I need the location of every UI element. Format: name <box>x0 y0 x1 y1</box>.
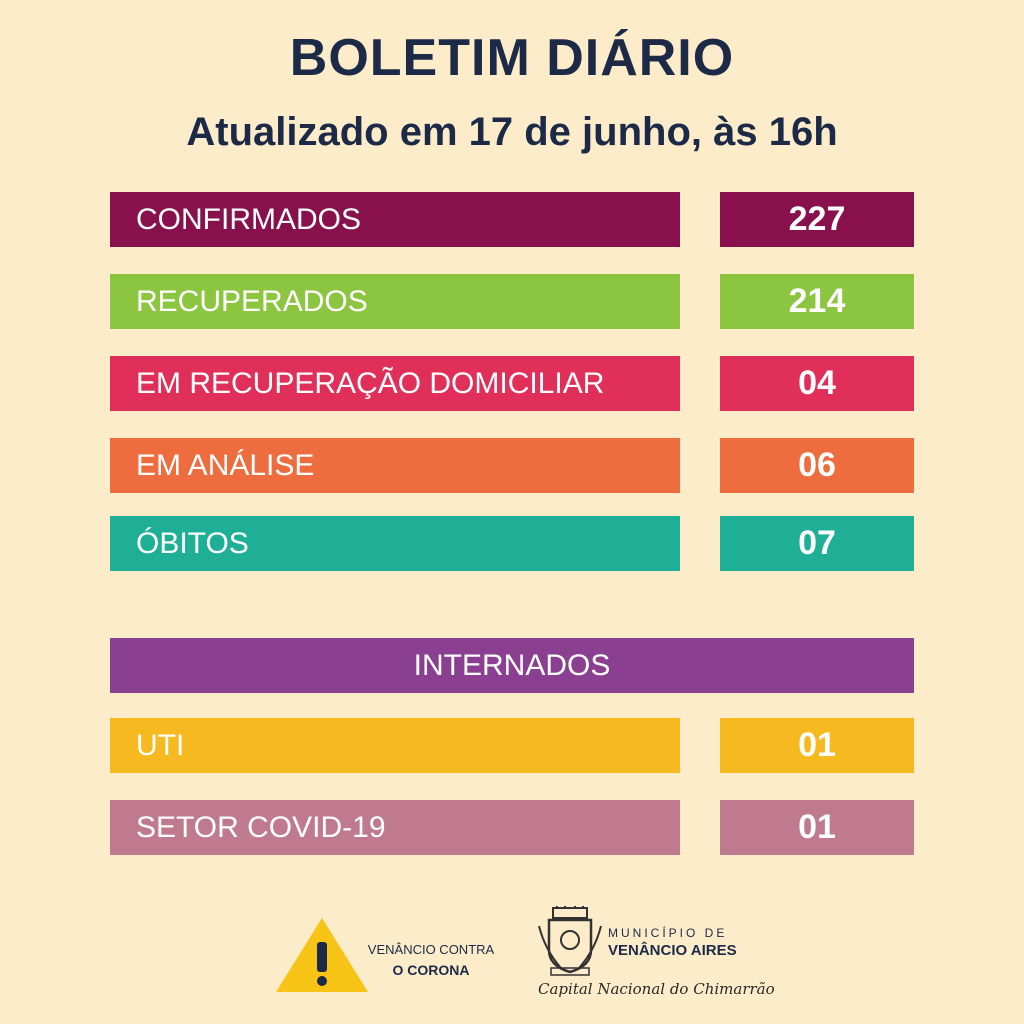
municipal-crest-icon <box>538 906 602 976</box>
stat-value-covid-ward: 01 <box>720 800 914 855</box>
municipality-name: VENÂNCIO AIRES <box>608 942 737 959</box>
stat-value-deaths: 07 <box>720 516 914 571</box>
campaign-line2: O CORONA <box>392 962 470 978</box>
stat-value-text: 06 <box>798 446 836 484</box>
stat-value-text: 227 <box>788 200 846 238</box>
stat-label-text: EM RECUPERAÇÃO DOMICILIAR <box>136 366 605 400</box>
stat-value-icu: 01 <box>720 718 914 773</box>
stat-label-recovered: RECUPERADOS <box>110 274 680 329</box>
stat-value-home-recovery: 04 <box>720 356 914 411</box>
stat-value-text: 04 <box>798 364 836 402</box>
stat-value-text: 01 <box>798 726 836 764</box>
page-title: BOLETIM DIÁRIO <box>289 29 735 87</box>
hospitalized-header: INTERNADOS <box>110 638 914 693</box>
municipality-label: MUNICÍPIO DE <box>608 926 728 940</box>
campaign-text: VENÂNCIO CONTRA O CORONA <box>356 940 506 980</box>
warning-icon <box>276 918 368 992</box>
stat-label-covid-ward: SETOR COVID-19 <box>110 800 680 855</box>
stat-value-text: 01 <box>798 808 836 846</box>
stat-value-recovered: 214 <box>720 274 914 329</box>
stat-value-text: 07 <box>798 524 836 562</box>
stat-value-under-analysis: 06 <box>720 438 914 493</box>
campaign-line1: VENÂNCIO CONTRA <box>367 942 495 957</box>
stat-label-text: UTI <box>136 728 185 762</box>
page-subtitle: Atualizado em 17 de junho, às 16h <box>186 110 838 154</box>
tagline: Capital Nacional do Chimarrão <box>538 980 775 998</box>
stat-label-under-analysis: EM ANÁLISE <box>110 438 680 493</box>
stat-label-text: SETOR COVID-19 <box>136 810 386 844</box>
stat-value-text: 214 <box>788 282 846 320</box>
stat-label-icu: UTI <box>110 718 680 773</box>
hospitalized-title: INTERNADOS <box>413 648 611 682</box>
stat-label-confirmed: CONFIRMADOS <box>110 192 680 247</box>
stat-label-text: CONFIRMADOS <box>136 202 361 236</box>
stat-label-deaths: ÓBITOS <box>110 516 680 571</box>
stat-label-home-recovery: EM RECUPERAÇÃO DOMICILIAR <box>110 356 680 411</box>
stat-label-text: ÓBITOS <box>136 526 249 560</box>
stat-label-text: RECUPERADOS <box>136 284 368 318</box>
stat-label-text: EM ANÁLISE <box>136 448 315 482</box>
stat-value-confirmed: 227 <box>720 192 914 247</box>
